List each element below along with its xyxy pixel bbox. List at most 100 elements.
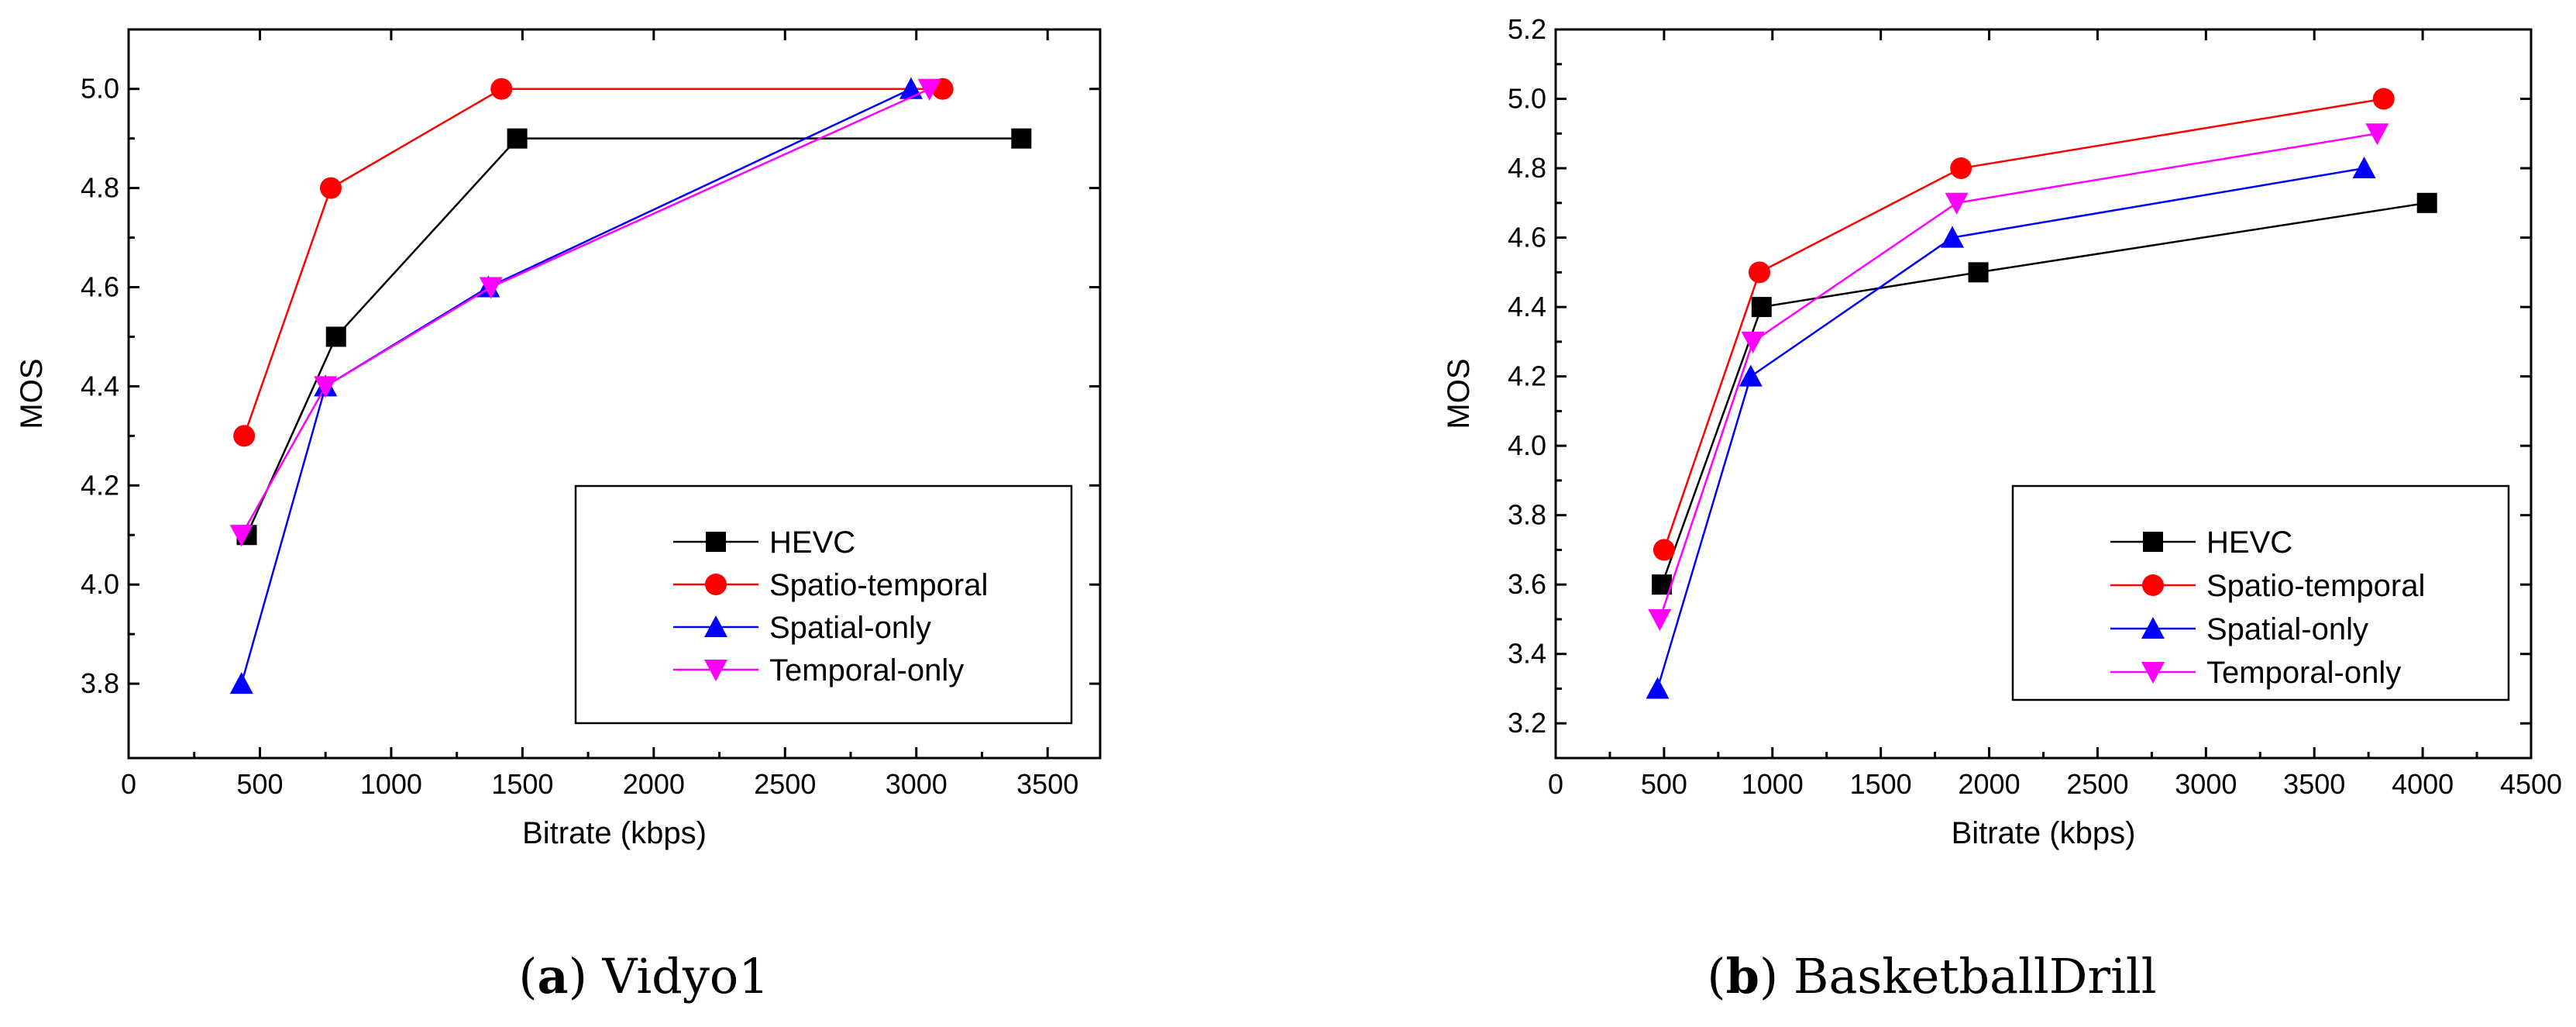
data-point-temporal-only: [2365, 123, 2389, 146]
legend-marker: [2142, 574, 2164, 596]
x-tick-label: 2500: [754, 768, 816, 800]
legend-marker: [2143, 532, 2163, 552]
legend-box: [2011, 484, 2510, 701]
y-tick-label: 4.6: [81, 271, 119, 303]
y-axis-title: MOS: [15, 358, 49, 429]
data-point-spatio-temporal: [1748, 261, 1770, 284]
y-tick-label: 4.2: [81, 469, 119, 501]
x-tick-label: 3000: [2175, 768, 2237, 800]
data-point-spatio-temporal: [233, 425, 256, 447]
y-tick-label: 5.0: [1508, 83, 1546, 115]
legend-box: [574, 484, 1073, 725]
series-line-spatio-temporal: [1663, 98, 2384, 550]
legend-label: Spatio-temporal: [769, 568, 988, 602]
y-tick-label: 4.6: [1508, 222, 1546, 253]
caption-title: BasketballDrill: [1793, 948, 2157, 1005]
series-line-temporal-only: [1659, 133, 2378, 620]
data-point-hevc: [1011, 128, 1032, 149]
data-point-temporal-only: [917, 78, 941, 101]
series-line-hevc: [246, 137, 1022, 536]
x-tick-label: 0: [1548, 768, 1563, 800]
data-point-spatial-only: [229, 672, 253, 694]
data-point-hevc: [1751, 297, 1772, 318]
x-tick-label: 2500: [2066, 768, 2128, 800]
x-tick-label: 3000: [886, 768, 948, 800]
legend-label: Spatial-only: [2206, 612, 2368, 646]
data-point-spatio-temporal: [490, 78, 513, 100]
legend-label: Temporal-only: [2206, 656, 2401, 690]
y-tick-label: 3.8: [1508, 499, 1546, 531]
data-point-hevc: [1968, 262, 1989, 283]
y-tick-label: 3.8: [81, 667, 119, 699]
series-line-temporal-only: [240, 88, 930, 536]
x-tick-label: 3500: [2283, 768, 2345, 800]
data-point-hevc: [507, 128, 528, 149]
legend-marker: [2141, 662, 2165, 684]
legend-label: Temporal-only: [769, 653, 964, 688]
x-tick-label: 500: [236, 768, 283, 800]
caption-letter: b: [1725, 948, 1759, 1005]
x-tick-label: 3500: [1016, 768, 1078, 800]
data-point-temporal-only: [1741, 331, 1765, 353]
series-line-spatial-only: [1656, 167, 2364, 689]
x-tick-label: 500: [1641, 768, 1687, 800]
legend-label: Spatio-temporal: [2206, 569, 2425, 603]
series-line-spatio-temporal: [242, 88, 943, 436]
y-tick-label: 4.4: [81, 370, 119, 401]
data-point-spatial-only: [1739, 364, 1763, 387]
data-point-spatial-only: [1940, 226, 1964, 248]
chart-vidyo1: 0 500 1000 1500 2000 2500 3000 3500 3.8 4.0 4.2 4.4…: [15, 28, 1102, 850]
x-axis-title: Bitrate (kbps): [1952, 816, 2136, 850]
data-point-spatio-temporal: [1950, 157, 1972, 180]
y-tick-label: 4.8: [81, 172, 119, 204]
caption-basketballdrill: (b) BasketballDrill: [1707, 948, 2157, 1005]
data-point-hevc: [2416, 192, 2437, 213]
x-tick-label: 1500: [491, 768, 553, 800]
series-line-hevc: [1660, 202, 2427, 585]
plot-frame: [127, 28, 1102, 760]
x-tick-label: 1000: [1742, 768, 1804, 800]
data-point-temporal-only: [1648, 608, 1672, 631]
legend-marker: [2141, 617, 2165, 639]
caption-vidyo1: (a) Vidyo1: [518, 948, 769, 1005]
y-tick-label: 5.0: [81, 73, 119, 105]
x-tick-label: 1500: [1850, 768, 1912, 800]
data-point-spatio-temporal: [1653, 539, 1675, 561]
y-tick-label: 3.4: [1508, 638, 1546, 670]
panel-vidyo1: 0 500 1000 1500 2000 2500 3000 3500 3.8 4.0 4.2 4.4…: [15, 28, 1102, 1005]
legend-label: HEVC: [2206, 526, 2292, 560]
legend-marker: [704, 615, 727, 637]
data-point-spatial-only: [2352, 157, 2376, 179]
data-point-temporal-only: [479, 277, 503, 299]
y-tick-label: 4.4: [1508, 291, 1546, 322]
chart-basketballdrill: 0 500 1000 1500 2000 2500 3000 3500 4000 4500 3.2 3…: [1442, 13, 2562, 850]
x-tick-label: 2000: [623, 768, 685, 800]
y-tick-label: 3.2: [1508, 707, 1546, 739]
x-tick-label: 0: [121, 768, 136, 800]
x-tick-label: 2000: [1959, 768, 2021, 800]
data-point-spatio-temporal: [2372, 88, 2395, 110]
x-tick-label: 4000: [2392, 768, 2454, 800]
x-tick-label: 1000: [360, 768, 422, 800]
x-axis-title: Bitrate (kbps): [522, 816, 707, 850]
data-point-temporal-only: [229, 525, 253, 547]
data-point-hevc: [325, 326, 346, 347]
y-tick-label: 4.0: [1508, 429, 1546, 461]
legend-marker: [704, 660, 727, 681]
y-tick-label: 4.8: [1508, 152, 1546, 184]
legend-label: Spatial-only: [769, 611, 931, 645]
data-point-spatio-temporal: [319, 177, 342, 199]
y-tick-label: 3.6: [1508, 568, 1546, 600]
caption-letter: a: [537, 948, 569, 1005]
legend-marker: [705, 574, 727, 595]
data-point-temporal-only: [1945, 192, 1969, 215]
y-tick-label: 4.2: [1508, 360, 1546, 392]
panel-basketballdrill: 0 500 1000 1500 2000 2500 3000 3500 4000 4500 3.2 3…: [1288, 0, 2576, 1027]
data-point-spatial-only: [1646, 677, 1670, 699]
y-tick-label: 5.2: [1508, 13, 1546, 45]
caption-title: Vidyo1: [602, 948, 769, 1005]
legend-label: HEVC: [769, 526, 855, 560]
data-point-temporal-only: [314, 376, 338, 398]
y-tick-label: 4.0: [81, 568, 119, 600]
